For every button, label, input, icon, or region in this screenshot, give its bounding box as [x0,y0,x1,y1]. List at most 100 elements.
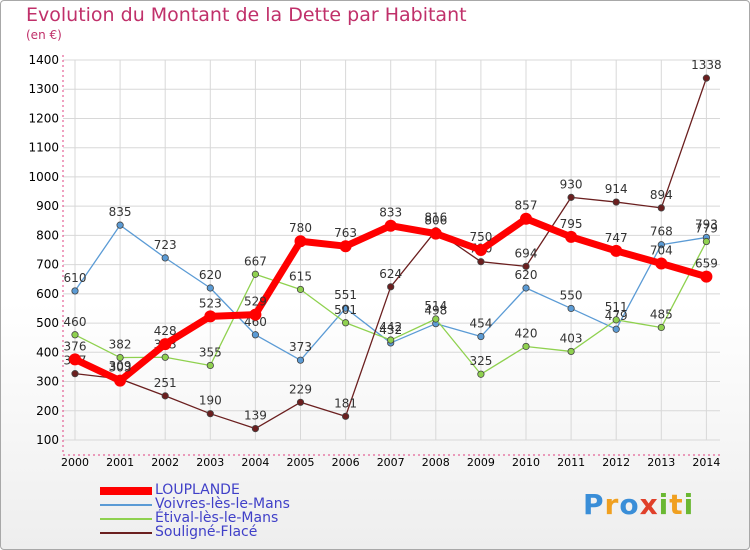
x-tick-label: 2013 [647,456,675,469]
data-label: 190 [199,394,222,408]
data-point [522,262,530,270]
data-label: 403 [560,331,583,345]
data-point [522,342,530,351]
data-point [477,370,485,378]
data-label: 816 [424,211,447,225]
x-tick-label: 2005 [287,456,315,469]
y-tick-label: 1300 [28,82,59,96]
data-point [251,331,259,339]
data-label: 857 [515,199,538,213]
data-label: 355 [199,345,222,359]
y-tick-label: 1100 [28,141,59,155]
legend-item: Souligné-Flacé [100,524,360,540]
data-point [432,315,440,323]
data-point [71,331,79,339]
data-label: 763 [334,226,357,240]
y-tick-label: 500 [36,316,59,330]
legend-swatch [100,518,152,520]
data-point [567,347,575,356]
data-point [700,270,713,283]
legend-swatch [100,487,152,495]
data-label: 750 [469,230,492,244]
data-point [341,319,350,327]
data-label: 181 [334,396,357,410]
y-tick-label: 600 [36,287,59,301]
data-point [522,284,530,292]
x-tick-label: 2007 [377,456,405,469]
data-point [702,237,711,246]
data-point [341,412,350,420]
logo-letter: o [619,488,640,521]
x-tick-label: 2014 [692,456,720,469]
legend-item: Étival-lès-le-Mans [100,510,360,526]
data-label: 610 [64,271,87,285]
data-label: 139 [244,409,267,423]
data-point [71,370,79,378]
data-point [296,356,305,364]
y-tick-label: 100 [36,433,59,447]
data-label: 523 [199,296,222,310]
data-label: 454 [469,317,492,331]
data-point [657,204,665,212]
data-point [387,336,395,344]
x-tick-label: 2000 [61,456,89,469]
data-label: 325 [469,354,492,368]
data-point [161,353,169,361]
data-label: 806 [424,214,447,228]
data-label: 914 [605,182,628,196]
data-label: 551 [334,288,357,302]
data-label: 620 [199,268,222,282]
data-point [69,353,81,366]
y-tick-label: 700 [36,258,59,272]
data-label: 529 [244,295,267,309]
data-point [610,244,623,257]
x-tick-label: 2009 [467,456,495,469]
data-point [161,254,169,262]
data-label: 779 [695,222,718,236]
data-label: 768 [650,225,673,239]
legend-swatch [100,532,152,534]
logo-letter: r [604,488,620,521]
data-point [251,424,259,433]
data-label: 501 [334,303,357,317]
data-label: 303 [109,361,132,375]
y-tick-label: 300 [36,375,59,389]
data-label: 511 [605,300,628,314]
data-label: 833 [379,206,402,220]
x-tick-label: 2003 [196,456,224,469]
data-label: 620 [515,268,538,282]
legend-label: Voivres-lès-le-Mans [155,496,290,512]
data-label: 694 [515,246,538,260]
logo-letter: P [583,488,605,521]
data-label: 382 [109,338,132,352]
data-label: 460 [64,315,87,329]
data-label: 624 [379,267,402,281]
data-point [339,240,352,253]
data-label: 1338 [691,58,722,72]
chart-title: Evolution du Montant de la Dette par Hab… [26,4,467,26]
data-point [114,374,127,387]
legend-item: LOUPLANDE [100,482,360,498]
x-tick-label: 2004 [241,456,269,469]
logo-letter: t [669,488,684,521]
data-label: 723 [154,238,177,252]
data-label: 780 [289,221,312,235]
data-label: 835 [109,205,132,219]
data-label: 376 [64,339,87,353]
data-label: 442 [379,320,402,334]
data-point [657,241,665,249]
data-point [612,198,620,206]
data-point [251,270,259,278]
y-tick-label: 1000 [28,170,59,184]
legend-label: LOUPLANDE [155,482,240,498]
data-label: 432 [379,323,402,337]
data-label: 420 [515,326,538,340]
data-point [520,212,532,225]
data-point [477,332,485,341]
data-point [612,325,620,333]
legend-label: Souligné-Flacé [155,524,258,540]
data-label: 930 [560,177,583,191]
data-point [612,316,620,324]
data-label: 428 [154,324,177,338]
